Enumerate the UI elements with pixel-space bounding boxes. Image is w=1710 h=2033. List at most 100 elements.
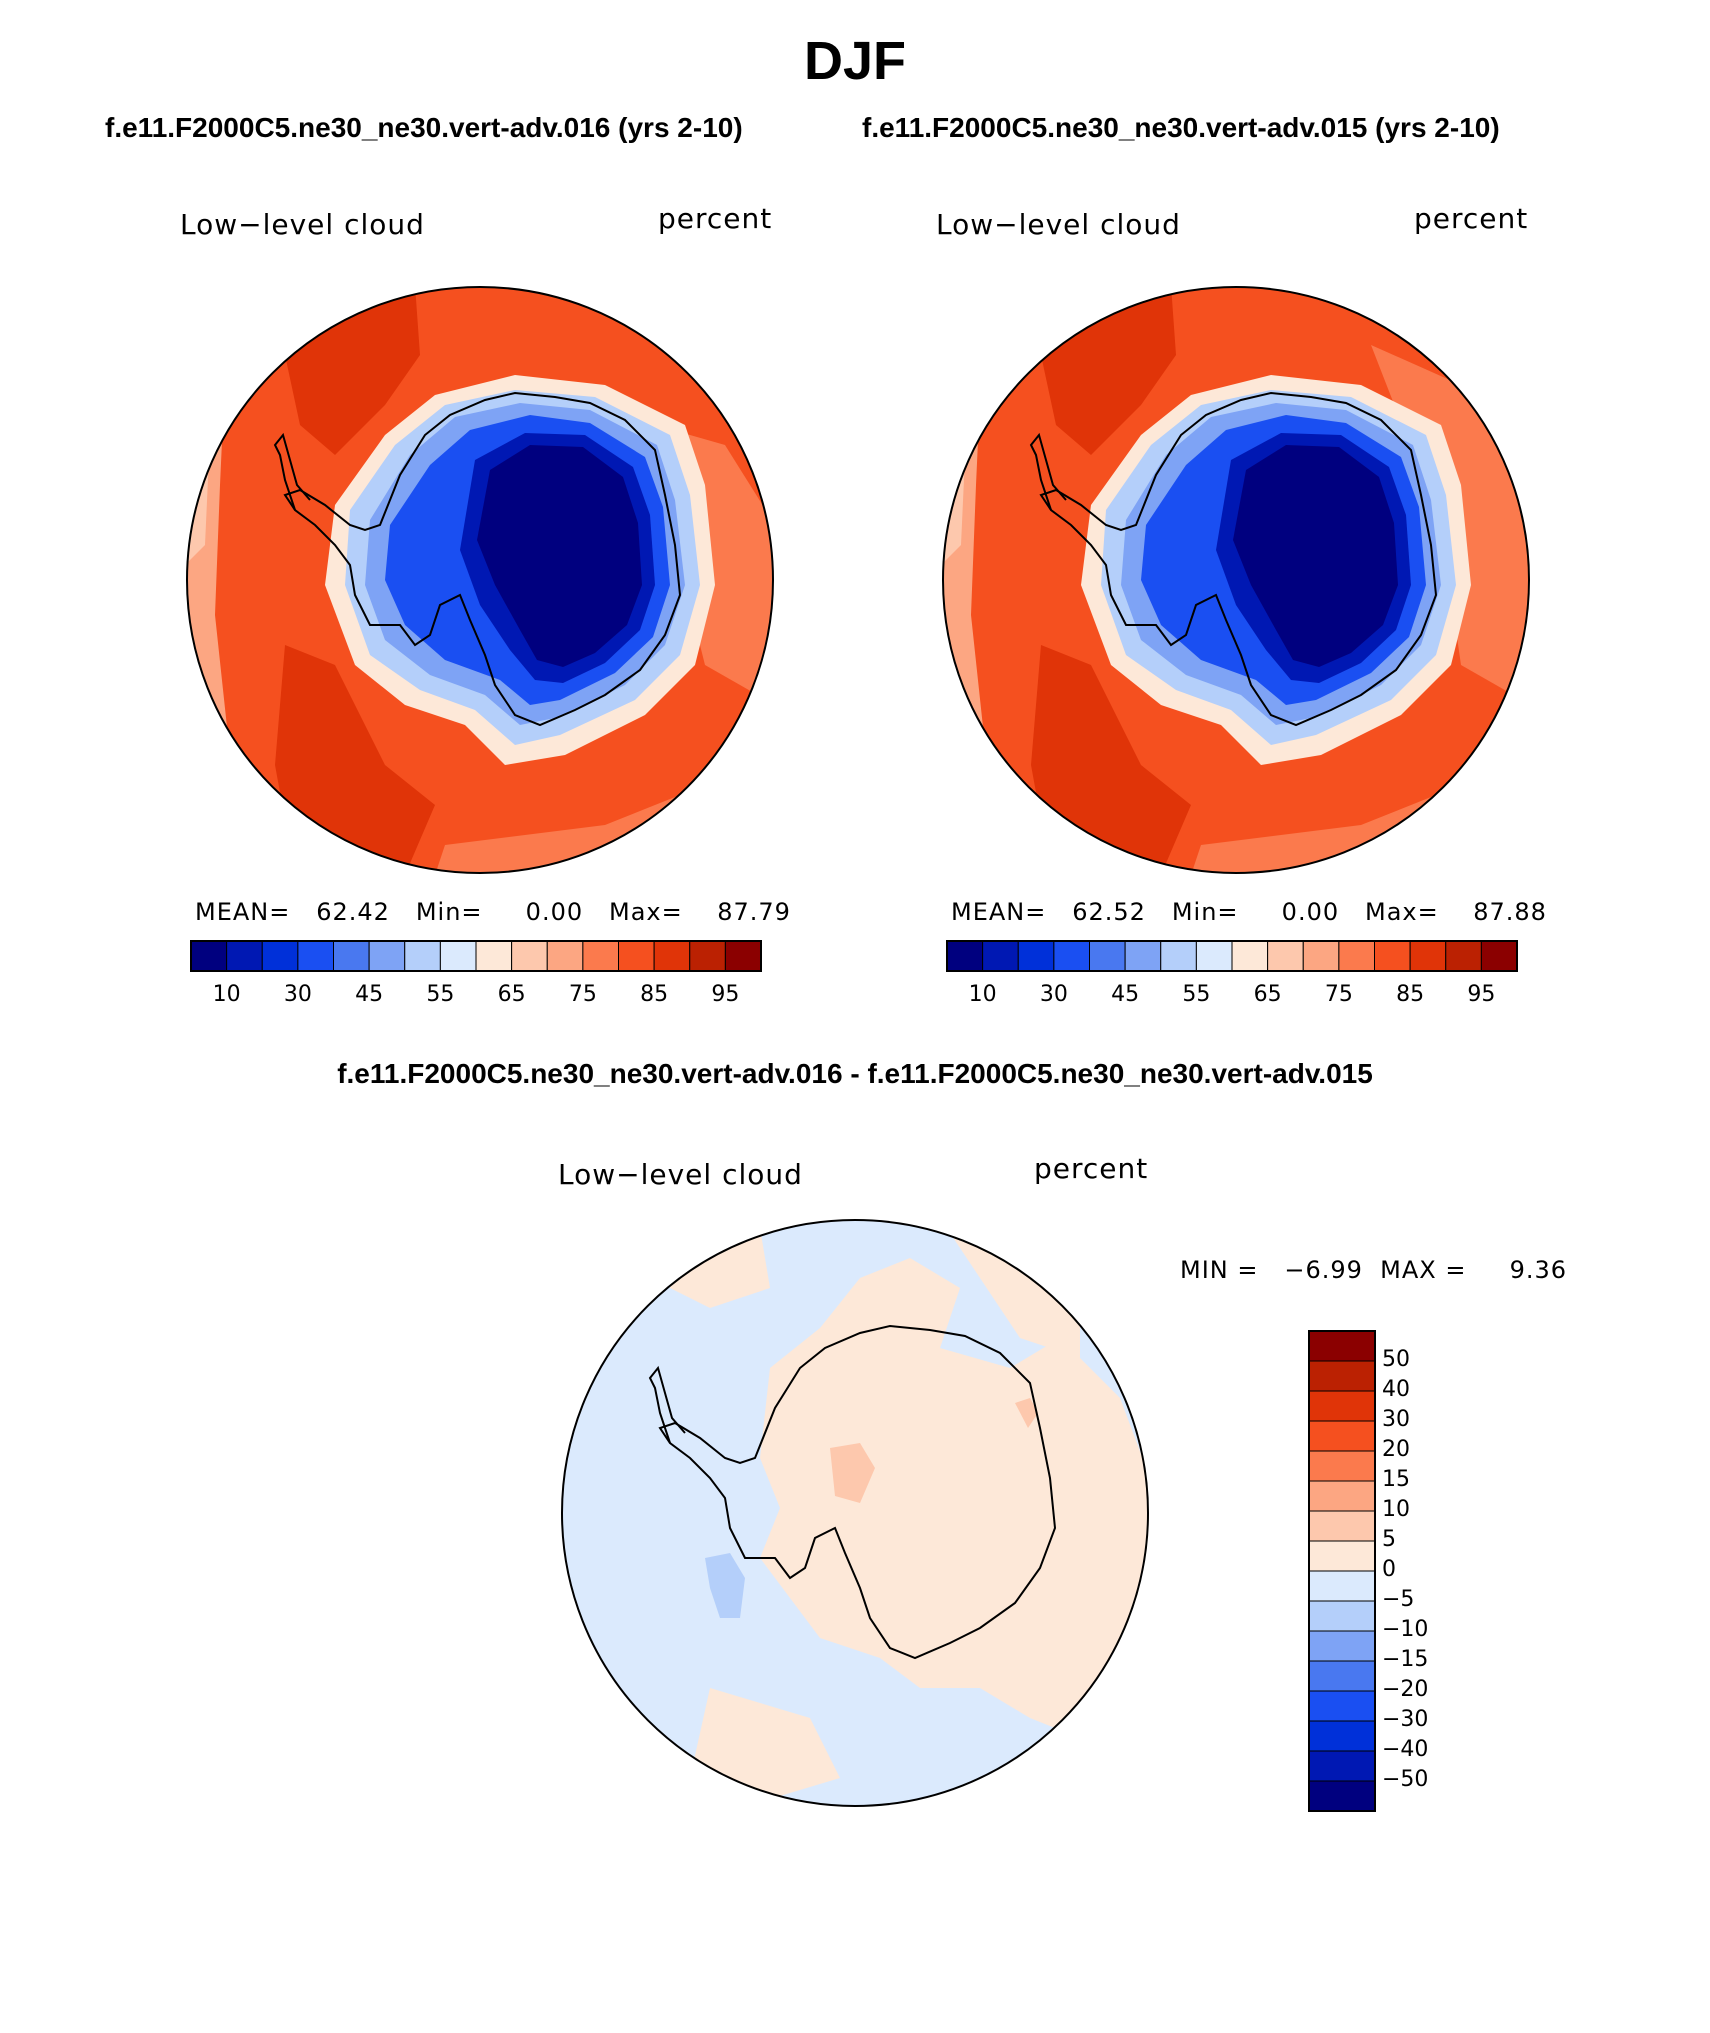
- panel1-stats: MEAN= 62.42 Min= 0.00 Max= 87.79: [195, 898, 791, 926]
- panel1-colorbar-swatch: [689, 940, 726, 972]
- panel2-peninsula-outline: [1029, 432, 1067, 511]
- panel1-colorbar: [190, 940, 762, 972]
- diff-colorbar-swatch: [1308, 1660, 1376, 1692]
- panel1-colorbar-swatch: [333, 940, 370, 972]
- panel1-colorbar-swatch: [724, 940, 762, 972]
- diff-colorbar-swatch: [1308, 1480, 1376, 1512]
- panel1-colorbar-tick-label: 85: [640, 982, 669, 1007]
- panel2-ice-core: [1233, 445, 1398, 667]
- panel2-ocean-higher-sw: [1031, 645, 1191, 873]
- diff-negative-patch: [705, 1553, 745, 1618]
- panel2-colorbar-swatch: [1374, 940, 1411, 972]
- diff-colorbar-tick-label: 0: [1382, 1557, 1396, 1582]
- diff-colorbar-tick-label: 5: [1382, 1527, 1396, 1552]
- panel1-colorbar-swatch: [261, 940, 299, 972]
- panel1-variable-label: Low−level cloud: [180, 208, 425, 241]
- panel2-colorbar-tick-label: 95: [1467, 982, 1496, 1007]
- panel2-colorbar-swatch: [1195, 940, 1233, 972]
- diff-stats: MIN = −6.99 MAX = 9.36: [1180, 1256, 1568, 1284]
- diff-colorbar-tick-label: −15: [1382, 1647, 1429, 1672]
- diff-colorbar-swatch: [1308, 1690, 1376, 1722]
- diff-colorbar-swatch: [1308, 1600, 1376, 1632]
- diff-colorbar-tick-label: −30: [1382, 1707, 1429, 1732]
- panel2-colorbar: [946, 940, 1518, 972]
- panel1-colorbar-swatch: [618, 940, 655, 972]
- diff-colorbar-swatch: [1308, 1390, 1376, 1422]
- diff-positive-patch: [830, 1443, 875, 1503]
- panel1-colorbar-swatches: [190, 940, 762, 972]
- diff-colorbar-tick-label: −20: [1382, 1677, 1429, 1702]
- panel1-ice-core: [477, 445, 642, 667]
- diff-colorbar-swatch: [1308, 1510, 1376, 1542]
- panel1-ocean-higher-sw: [275, 645, 435, 873]
- diff-colorbar-swatch: [1308, 1420, 1376, 1452]
- diff-colorbar: [1308, 1330, 1376, 1812]
- panel2-colorbar-tick-label: 55: [1182, 982, 1211, 1007]
- panel2-variable-label: Low−level cloud: [936, 208, 1181, 241]
- panel2-colorbar-swatch: [982, 940, 1019, 972]
- diff-polar-map: [561, 1219, 1149, 1807]
- panel1-polar-map: [186, 286, 774, 874]
- diff-colorbar-swatch: [1308, 1780, 1376, 1812]
- panel1-colorbar-tick-label: 55: [426, 982, 455, 1007]
- diff-colorbar-swatches: [1308, 1330, 1376, 1812]
- season-title: DJF: [803, 31, 906, 91]
- panel1-colorbar-swatch: [297, 940, 334, 972]
- panel2-colorbar-swatch: [1267, 940, 1304, 972]
- panel2-map-boundary: [942, 286, 1530, 874]
- diff-colorbar-tick-label: 20: [1382, 1437, 1410, 1462]
- panel1-colorbar-swatch: [439, 940, 477, 972]
- panel1-units-label: percent: [658, 202, 773, 235]
- diff-colorbar-tick-label: 50: [1382, 1347, 1410, 1372]
- panel1-colorbar-tick-label: 65: [497, 982, 526, 1007]
- panel2-colorbar-swatch: [1231, 940, 1269, 972]
- diff-colorbar-tick-label: 30: [1382, 1407, 1410, 1432]
- diff-colorbar-tick-label: −10: [1382, 1617, 1429, 1642]
- panel1-colorbar-swatch: [475, 940, 513, 972]
- diff-peninsula-outline: [648, 1365, 686, 1444]
- panel1-colorbar-swatch: [546, 940, 584, 972]
- panel1-colorbar-tick-label: 10: [212, 982, 241, 1007]
- diff-title: f.e11.F2000C5.ne30_ne30.vert-adv.016 - f…: [337, 1058, 1373, 1089]
- panel1-colorbar-swatch: [653, 940, 691, 972]
- panel2-colorbar-swatch: [1017, 940, 1055, 972]
- panel1-colorbar-swatch: [582, 940, 619, 972]
- diff-colorbar-swatch: [1308, 1750, 1376, 1782]
- diff-colorbar-swatch: [1308, 1330, 1376, 1362]
- panel2-colorbar-swatch: [1160, 940, 1197, 972]
- panel2-colorbar-swatches: [946, 940, 1518, 972]
- panel2-colorbar-swatch: [946, 940, 984, 972]
- diff-colorbar-tick-label: −40: [1382, 1737, 1429, 1762]
- panel1-colorbar-tick-label: 75: [568, 982, 597, 1007]
- diff-antarctic-coastline: [658, 1324, 1057, 1660]
- case-title-left: f.e11.F2000C5.ne30_ne30.vert-adv.016 (yr…: [105, 112, 743, 143]
- panel2-units-label: percent: [1414, 202, 1529, 235]
- diff-colorbar-tick-label: 15: [1382, 1467, 1410, 1492]
- panel1-colorbar-tick-label: 45: [355, 982, 384, 1007]
- panel2-colorbar-swatch: [1338, 940, 1375, 972]
- panel2-antarctic-coastline: [1039, 391, 1438, 727]
- panel2-colorbar-swatch: [1480, 940, 1518, 972]
- diff-colorbar-tick-label: 10: [1382, 1497, 1410, 1522]
- diff-positive-patch-east: [1015, 1398, 1038, 1428]
- panel2-colorbar-swatch: [1053, 940, 1090, 972]
- diff-colorbar-tick-label: −50: [1382, 1767, 1429, 1792]
- panel1-colorbar-swatch: [511, 940, 548, 972]
- diff-colorbar-swatch: [1308, 1450, 1376, 1482]
- diff-map-boundary: [561, 1219, 1149, 1807]
- case-title-right: f.e11.F2000C5.ne30_ne30.vert-adv.015 (yr…: [862, 112, 1500, 143]
- panel1-peninsula-outline: [273, 432, 311, 511]
- panel2-stats: MEAN= 62.52 Min= 0.00 Max= 87.88: [951, 898, 1547, 926]
- panel1-map-boundary: [186, 286, 774, 874]
- diff-colorbar-tick-label: −5: [1382, 1587, 1415, 1612]
- panel2-colorbar-swatch: [1302, 940, 1340, 972]
- diff-positive-interior: [760, 1258, 1148, 1778]
- panel2-colorbar-swatch: [1409, 940, 1447, 972]
- panel2-colorbar-swatch: [1124, 940, 1162, 972]
- diff-colorbar-tick-label: 40: [1382, 1377, 1410, 1402]
- panel1-colorbar-swatch: [368, 940, 406, 972]
- panel2-colorbar-tick-label: 45: [1111, 982, 1140, 1007]
- diff-colorbar-swatch: [1308, 1540, 1376, 1572]
- diff-colorbar-swatch: [1308, 1360, 1376, 1392]
- diff-colorbar-swatch: [1308, 1630, 1376, 1662]
